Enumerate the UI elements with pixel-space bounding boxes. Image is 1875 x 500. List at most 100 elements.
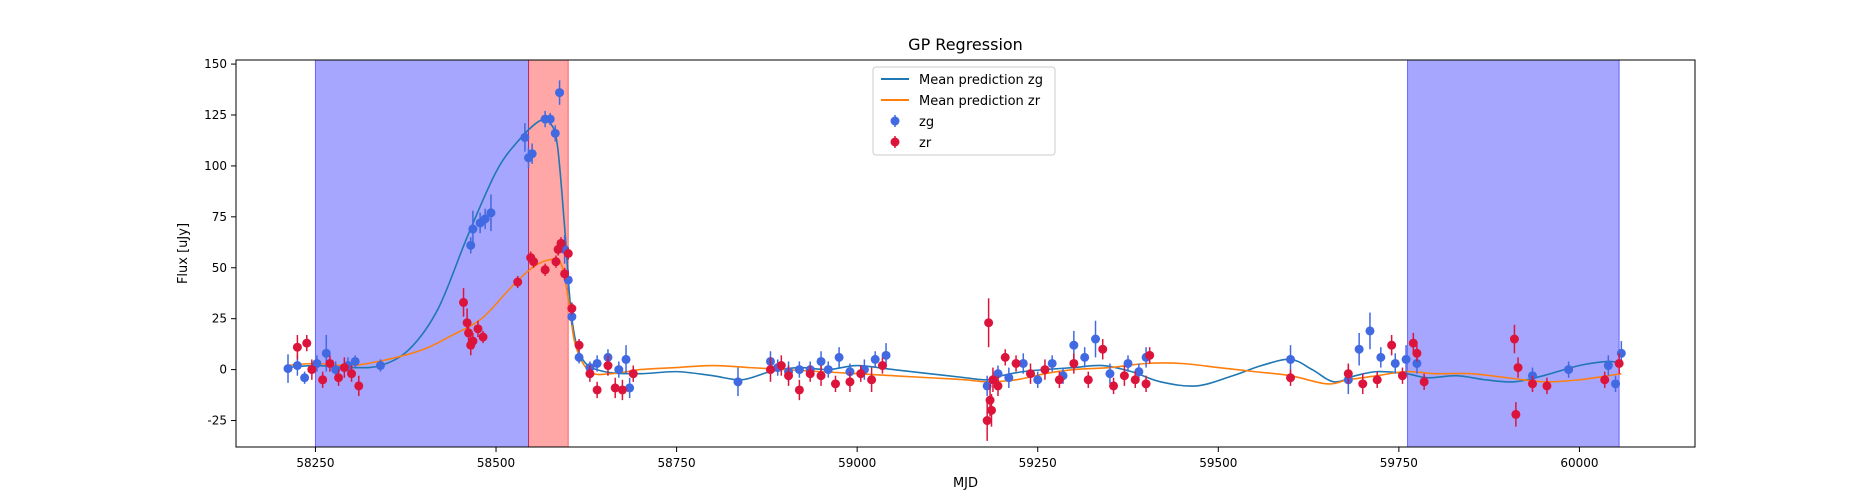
y-tick-label-0: 0 xyxy=(219,363,227,377)
zg-point-39 xyxy=(834,352,844,362)
zr-point-56 xyxy=(1083,375,1093,385)
zr-point-5 xyxy=(334,373,344,383)
x-tick-label-59250: 59250 xyxy=(1019,456,1057,470)
zg-point-62 xyxy=(1376,352,1386,362)
zr-point-55 xyxy=(1069,358,1079,368)
zr-point-71 xyxy=(1419,377,1429,387)
zg-point-56 xyxy=(1134,367,1144,377)
zr-point-19 xyxy=(540,265,550,275)
y-tick-label-25: 25 xyxy=(212,312,227,326)
zg-point-20 xyxy=(555,88,565,98)
zg-point-12 xyxy=(480,214,490,224)
x-tick-label-58750: 58750 xyxy=(657,456,695,470)
zr-point-15 xyxy=(478,332,488,342)
zr-point-33 xyxy=(765,365,775,375)
zr-point-49 xyxy=(993,381,1003,391)
zr-point-53 xyxy=(1040,365,1050,375)
zr-point-7 xyxy=(347,369,357,379)
legend-swatch-zg-marker xyxy=(890,115,900,127)
zr-point-74 xyxy=(1513,363,1523,373)
zr-point-6 xyxy=(339,363,349,373)
zg-point-10 xyxy=(468,224,478,234)
zg-point-23 xyxy=(567,312,577,322)
plot-frame xyxy=(235,59,1696,448)
zr-point-4 xyxy=(325,358,335,368)
zg-point-65 xyxy=(1412,358,1422,368)
zg-point-67 xyxy=(1564,365,1574,375)
zg-point-63 xyxy=(1390,358,1400,368)
legend-label-mean-zr: Mean prediction zr xyxy=(919,94,1041,109)
zr-point-20 xyxy=(551,257,561,267)
zr-point-78 xyxy=(1614,358,1624,368)
zr-point-57 xyxy=(1098,344,1108,354)
legend-marker-dot-2 xyxy=(890,116,900,126)
zg-point-28 xyxy=(614,365,624,375)
zr-point-73 xyxy=(1511,409,1521,419)
y-axis: -25 0 25 50 75 100 125 150 xyxy=(204,57,236,428)
zg-point-26 xyxy=(592,358,602,368)
y-tick-label-125: 125 xyxy=(204,108,227,122)
line-mean-prediction-zg xyxy=(286,118,1622,387)
zr-point-2 xyxy=(307,365,317,375)
zg-point-60 xyxy=(1354,344,1364,354)
zr-point-38 xyxy=(816,371,826,381)
x-axis: 58250 58500 58750 59000 59250 59500 59750 60000 xyxy=(296,447,1599,470)
zr-point-65 xyxy=(1358,379,1368,389)
zr-point-9 xyxy=(459,297,469,307)
zg-point-35 xyxy=(794,365,804,375)
zg-point-43 xyxy=(881,350,891,360)
zg-point-53 xyxy=(1091,334,1101,344)
zr-point-48 xyxy=(988,375,998,385)
zg-point-14 xyxy=(520,132,530,142)
zr-point-36 xyxy=(794,385,804,395)
zr-point-41 xyxy=(856,369,866,379)
zr-point-16 xyxy=(513,277,523,287)
zg-point-2 xyxy=(300,373,310,383)
zg-point-38 xyxy=(823,365,833,375)
y-tick-label-150: 150 xyxy=(204,57,227,71)
zg-point-55 xyxy=(1123,358,1133,368)
legend-box xyxy=(872,66,1056,156)
legend-swatch-zr-marker xyxy=(890,136,900,148)
zg-point-47 xyxy=(1018,358,1028,368)
zr-point-69 xyxy=(1408,338,1418,348)
shaded-region-blue-2 xyxy=(1407,59,1620,448)
zg-point-18 xyxy=(545,114,555,124)
zr-point-42 xyxy=(867,375,877,385)
zg-point-16 xyxy=(527,149,537,159)
zr-point-8 xyxy=(354,381,364,391)
zr-point-77 xyxy=(1600,375,1610,385)
zr-point-60 xyxy=(1130,375,1140,385)
line-mean-prediction-zr xyxy=(286,258,1622,385)
zr-point-67 xyxy=(1387,340,1397,350)
zr-point-63 xyxy=(1286,373,1296,383)
zg-point-46 xyxy=(1004,373,1014,383)
zg-point-3 xyxy=(312,358,322,368)
zr-point-14 xyxy=(473,324,483,334)
zr-point-66 xyxy=(1372,375,1382,385)
zg-point-45 xyxy=(993,369,1003,379)
zg-point-29 xyxy=(621,354,631,364)
zr-point-18 xyxy=(529,257,539,267)
zg-point-52 xyxy=(1080,352,1090,362)
y-axis-label: Flux [uJy] xyxy=(176,223,191,284)
y-tick-label-50: 50 xyxy=(212,261,227,275)
zg-point-4 xyxy=(321,348,331,358)
zr-point-25 xyxy=(567,303,577,313)
zg-point-19 xyxy=(550,128,560,138)
zg-point-7 xyxy=(350,356,360,366)
legend-marker-dot-3 xyxy=(890,137,900,147)
legend: Mean prediction zg Mean prediction zr zg… xyxy=(872,66,1056,156)
x-tick-label-59750: 59750 xyxy=(1380,456,1418,470)
zr-point-54 xyxy=(1054,375,1064,385)
zr-point-39 xyxy=(830,379,840,389)
zr-point-30 xyxy=(610,383,620,393)
zr-point-75 xyxy=(1527,379,1537,389)
zr-point-50 xyxy=(1000,352,1010,362)
zr-point-40 xyxy=(845,377,855,387)
zr-point-44 xyxy=(982,416,992,426)
zr-point-10 xyxy=(462,318,472,328)
chart-title: GP Regression xyxy=(908,35,1023,54)
zr-point-47 xyxy=(987,405,997,415)
